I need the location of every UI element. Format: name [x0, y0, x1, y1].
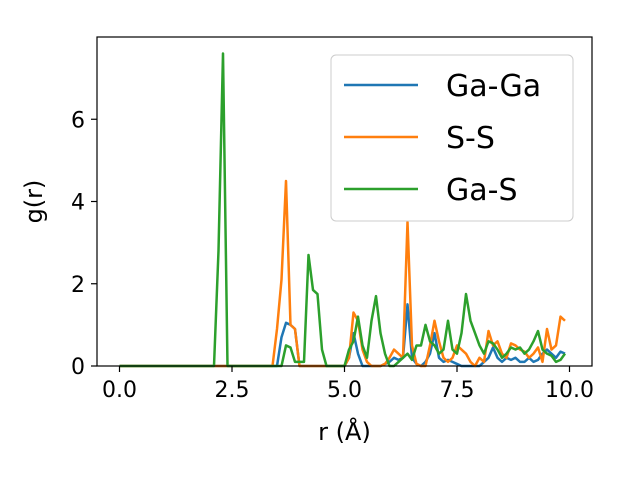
- x-tick-label: 10.0: [545, 378, 594, 403]
- x-tick-label: 7.5: [440, 378, 475, 403]
- y-tick-label: 4: [71, 191, 85, 216]
- y-axis-label: g(r): [20, 180, 48, 224]
- legend-label-s-s: S-S: [446, 121, 495, 156]
- series-line-ga-ga: [119, 303, 566, 368]
- x-tick-label: 0.0: [102, 378, 137, 403]
- y-axis-ticks: 0 2 4 6: [71, 108, 97, 380]
- y-tick-label: 6: [71, 108, 85, 133]
- legend: Ga-Ga S-S Ga-S: [330, 54, 574, 222]
- y-tick-label: 0: [71, 355, 85, 380]
- x-axis-ticks: 0.0 2.5 5.0 7.5 10.0: [102, 366, 594, 403]
- legend-label-ga-ga: Ga-Ga: [446, 69, 541, 104]
- y-tick-label: 2: [71, 273, 85, 298]
- legend-box: [330, 54, 574, 222]
- series-line-ga-s: [119, 52, 567, 368]
- legend-label-ga-s: Ga-S: [446, 173, 518, 208]
- x-axis-label: r (Å): [318, 417, 371, 446]
- x-tick-label: 2.5: [215, 378, 250, 403]
- x-tick-label: 5.0: [327, 378, 362, 403]
